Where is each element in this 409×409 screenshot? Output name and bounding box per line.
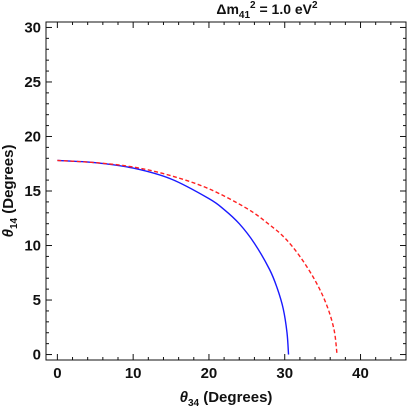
red-dashed-curve [57,159,338,355]
y-tick-label: 15 [24,183,41,200]
y-tick-label: 5 [33,292,41,309]
y-tick-label: 20 [24,128,41,145]
x-tick-label: 20 [201,365,218,382]
axis-ticks [46,22,406,360]
x-tick-label: 30 [276,365,293,382]
y-tick-label: 30 [24,19,41,36]
series-layer [57,159,338,355]
y-axis-title: θ14 (Degrees) [0,145,20,238]
y-tick-label: 25 [24,74,41,91]
x-tick-label: 40 [352,365,369,382]
x-axis-title: θ34 (Degrees) [180,389,273,409]
chart-title: Δm412 = 1.0 eV2 [216,0,318,21]
y-tick-label: 0 [33,347,41,364]
plot-frame [45,21,407,361]
y-tick-label: 10 [24,238,41,255]
x-tick-label: 10 [125,365,142,382]
x-tick-label: 0 [53,365,61,382]
blue-solid-curve [57,159,290,355]
tick-labels: 0 10 20 30 40 0 5 10 15 20 25 30 [24,19,369,382]
